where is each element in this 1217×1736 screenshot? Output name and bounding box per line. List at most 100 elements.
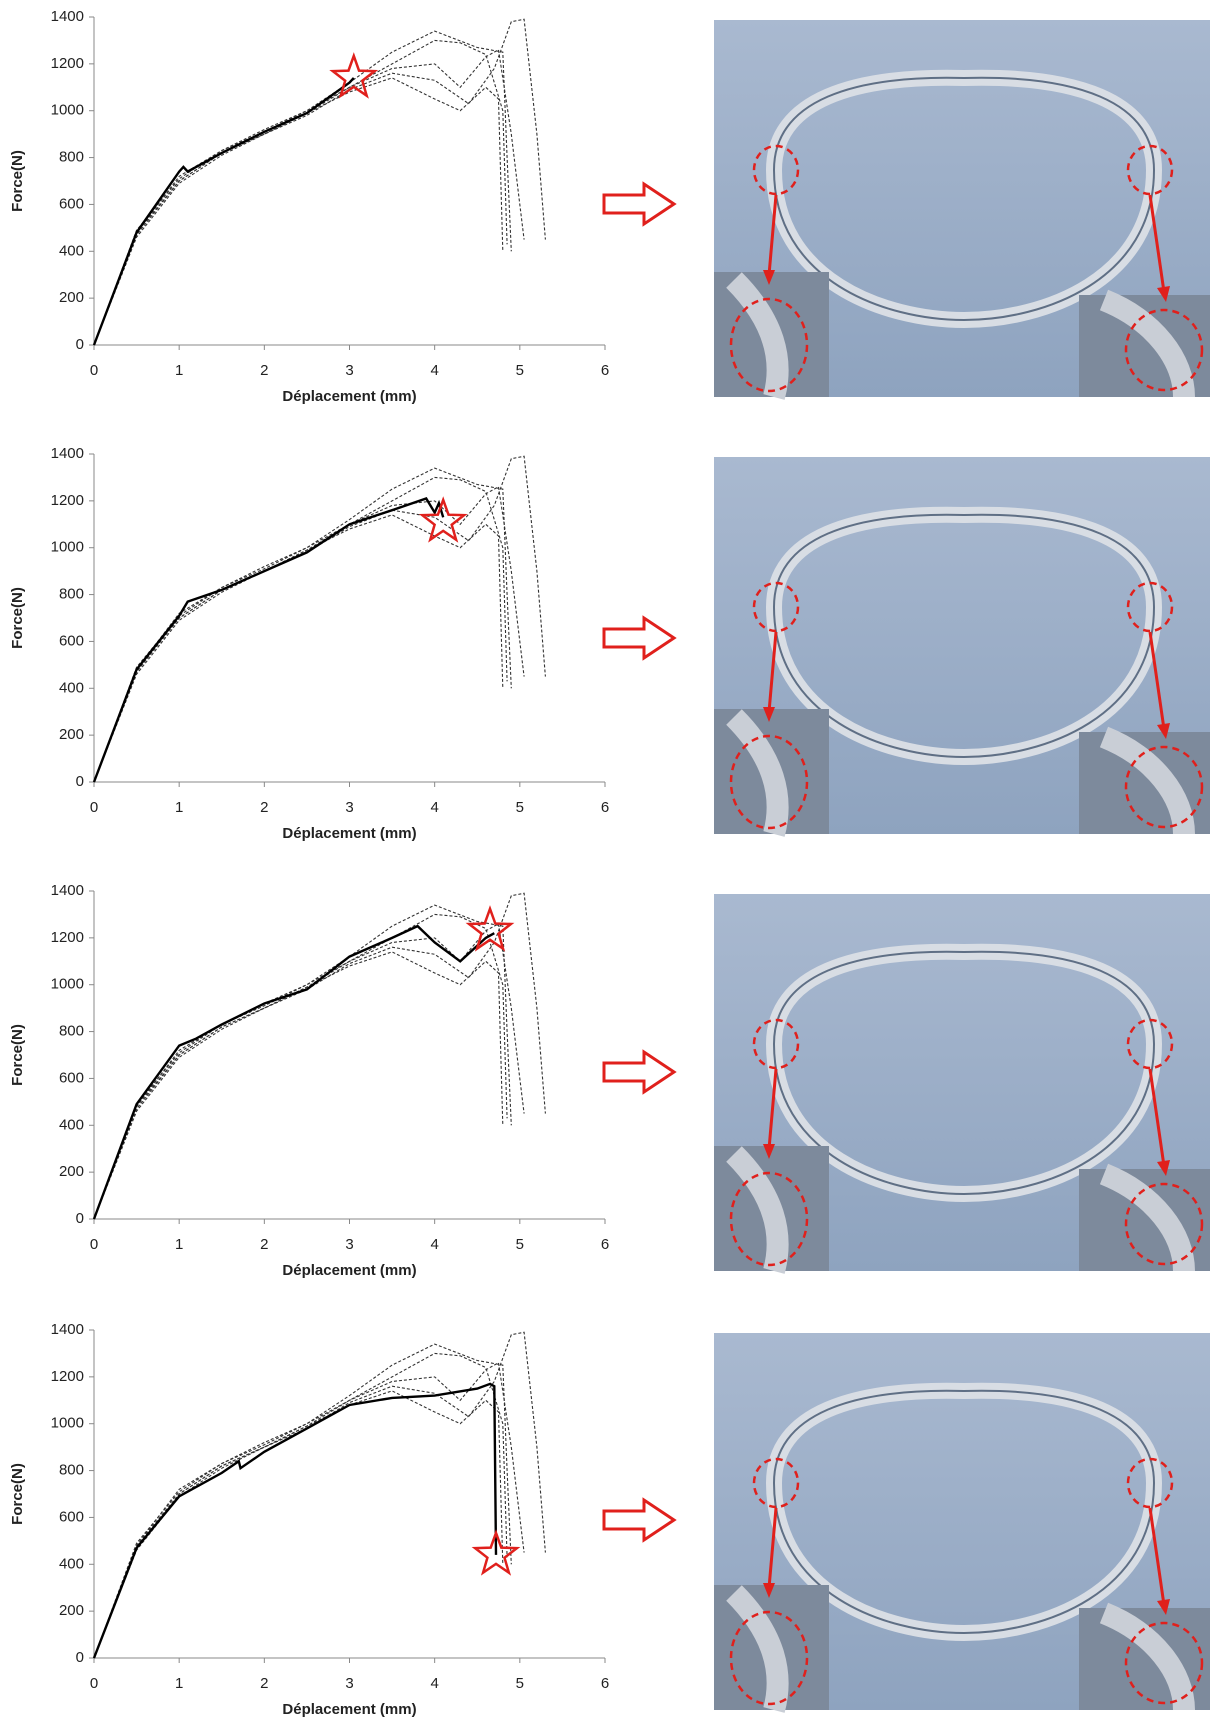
- arrow: [602, 1498, 676, 1542]
- x-tick-label: 3: [345, 1236, 353, 1253]
- x-tick-label: 2: [260, 1675, 268, 1692]
- reference-curve: [93, 1331, 546, 1659]
- x-tick-label: 5: [516, 362, 524, 379]
- y-tick-label: 1000: [51, 102, 84, 119]
- x-tick-label: 6: [601, 1236, 609, 1253]
- x-tick-label: 6: [601, 362, 609, 379]
- x-tick-label: 3: [345, 362, 353, 379]
- highlight-curve: [92, 1382, 498, 1659]
- y-tick-label: 1000: [51, 539, 84, 556]
- x-tick-label: 5: [516, 1675, 524, 1692]
- photo: [714, 1333, 1210, 1710]
- reference-curve: [93, 485, 525, 783]
- y-tick-label: 200: [59, 1163, 84, 1180]
- reference-curve: [93, 1343, 512, 1659]
- reference-curve: [93, 455, 546, 783]
- y-tick-label: 1400: [51, 445, 84, 462]
- reference-curve: [93, 467, 512, 783]
- x-tick-label: 1: [175, 1236, 183, 1253]
- chart: 0 200 400 600 800 1000 1200 1400 0 1 2 3 4 5 6 Déplacem…: [9, 8, 609, 405]
- y-tick-label: 800: [59, 149, 84, 166]
- y-tick-label: 400: [59, 1555, 84, 1572]
- y-tick-label: 1200: [51, 1368, 84, 1385]
- highlight-curve: [92, 77, 355, 346]
- x-axis-title: Déplacement (mm): [282, 825, 416, 842]
- y-tick-label: 400: [59, 242, 84, 259]
- y-tick-label: 800: [59, 586, 84, 603]
- x-tick-label: 3: [345, 799, 353, 816]
- reference-curve: [93, 514, 504, 783]
- y-tick-label: 600: [59, 195, 84, 212]
- y-tick-label: 1400: [51, 1321, 84, 1338]
- reference-curve: [93, 30, 512, 346]
- y-tick-label: 600: [59, 1508, 84, 1525]
- y-tick-label: 0: [76, 1649, 84, 1666]
- reference-curve: [93, 39, 508, 346]
- failure-star: [465, 905, 515, 952]
- highlight-curve: [92, 924, 495, 1220]
- y-axis-title: Force(N): [9, 587, 26, 649]
- x-axis-title: Déplacement (mm): [282, 1701, 416, 1718]
- x-tick-label: 1: [175, 362, 183, 379]
- y-axis-title: Force(N): [9, 1463, 26, 1525]
- y-axis-title: Force(N): [9, 1024, 26, 1086]
- y-tick-label: 1200: [51, 929, 84, 946]
- x-tick-label: 6: [601, 1675, 609, 1692]
- y-tick-label: 200: [59, 289, 84, 306]
- x-tick-label: 5: [516, 799, 524, 816]
- y-axis-title: Force(N): [9, 150, 26, 212]
- y-tick-label: 1400: [51, 8, 84, 25]
- x-axis-title: Déplacement (mm): [282, 388, 416, 405]
- reference-curve: [93, 951, 504, 1220]
- reference-curve: [93, 476, 508, 783]
- reference-curve: [93, 922, 525, 1220]
- y-tick-label: 1000: [51, 976, 84, 993]
- x-axis-title: Déplacement (mm): [282, 1262, 416, 1279]
- y-tick-label: 1400: [51, 882, 84, 899]
- y-tick-label: 0: [76, 1210, 84, 1227]
- y-tick-label: 200: [59, 726, 84, 743]
- failure-star: [329, 52, 379, 99]
- x-tick-label: 0: [90, 1675, 98, 1692]
- x-tick-label: 4: [430, 799, 438, 816]
- x-tick-label: 0: [90, 362, 98, 379]
- failure-star: [471, 1529, 521, 1576]
- y-tick-label: 1200: [51, 492, 84, 509]
- y-tick-label: 0: [76, 336, 84, 353]
- x-tick-label: 6: [601, 799, 609, 816]
- chart: 0 200 400 600 800 1000 1200 1400 0 1 2 3 4 5 6 Déplacem…: [9, 1321, 609, 1718]
- y-tick-label: 600: [59, 632, 84, 649]
- arrow: [602, 1050, 676, 1094]
- x-tick-label: 3: [345, 1675, 353, 1692]
- y-tick-label: 1000: [51, 1415, 84, 1432]
- highlight-curve: [92, 497, 445, 783]
- x-tick-label: 1: [175, 1675, 183, 1692]
- y-tick-label: 0: [76, 773, 84, 790]
- reference-curve: [93, 18, 546, 346]
- reference-curve: [93, 48, 525, 346]
- reference-curve: [93, 1352, 508, 1659]
- photo: [714, 894, 1210, 1271]
- chart: 0 200 400 600 800 1000 1200 1400 0 1 2 3 4 5 6 Déplacem…: [9, 882, 609, 1279]
- photo: [714, 457, 1210, 834]
- arrow: [602, 182, 676, 226]
- y-tick-label: 200: [59, 1602, 84, 1619]
- y-tick-label: 800: [59, 1462, 84, 1479]
- y-tick-label: 400: [59, 1116, 84, 1133]
- y-tick-label: 1200: [51, 55, 84, 72]
- x-tick-label: 2: [260, 1236, 268, 1253]
- photo: [714, 20, 1210, 397]
- x-tick-label: 4: [430, 362, 438, 379]
- x-tick-label: 1: [175, 799, 183, 816]
- reference-curve: [93, 77, 504, 346]
- failure-star: [418, 496, 468, 543]
- x-tick-label: 4: [430, 1675, 438, 1692]
- x-tick-label: 4: [430, 1236, 438, 1253]
- reference-curve: [93, 913, 508, 1220]
- arrow: [602, 616, 676, 660]
- y-tick-label: 600: [59, 1069, 84, 1086]
- y-tick-label: 800: [59, 1023, 84, 1040]
- x-tick-label: 2: [260, 362, 268, 379]
- chart: 0 200 400 600 800 1000 1200 1400 0 1 2 3 4 5 6 Déplacem…: [9, 445, 609, 842]
